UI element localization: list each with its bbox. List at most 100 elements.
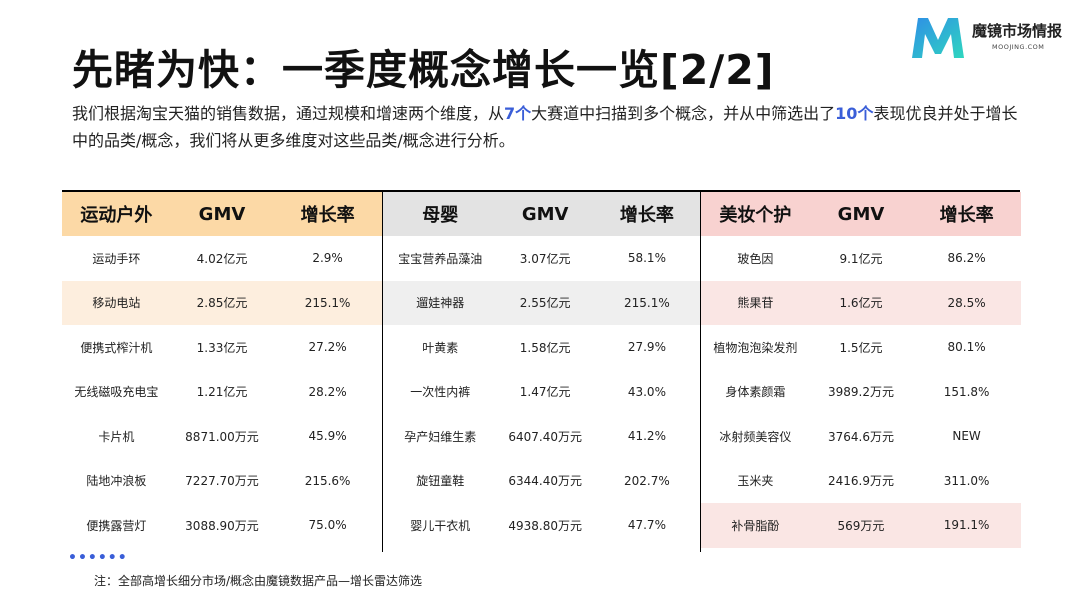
table-row-highlighted: 补骨脂酚 569万元 191.1% [701, 503, 1021, 548]
gmv-value: 6407.40万元 [508, 429, 582, 444]
growth-value: 58.1% [627, 251, 666, 266]
table-row: 便携露营灯 3088.90万元 75.0% [62, 503, 382, 548]
gmv-value: 3989.2万元 [827, 385, 894, 400]
concept-name: 玉米夹 [737, 474, 774, 489]
group-header: 运动户外 GMV 增长率 [62, 192, 382, 236]
table-row-highlighted: 遛娃神器 2.55亿元 215.1% [383, 280, 701, 325]
growth-value: 86.2% [947, 251, 986, 266]
growth-value: 45.9% [308, 429, 347, 444]
growth-value: 215.1% [624, 295, 670, 310]
logo-subtitle: MOOJING.COM [992, 43, 1045, 51]
growth-value: 41.2% [627, 429, 666, 444]
growth-value: 27.9% [627, 340, 666, 355]
category-header: 美妆个护 [719, 205, 792, 226]
moojing-logo: 魔镜市场情报 MOOJING.COM [908, 12, 1068, 64]
gmv-value: 9.1亿元 [839, 251, 883, 266]
description-highlight-2: 10个 [835, 104, 874, 123]
concept-name: 运动手环 [92, 251, 141, 266]
growth-value: 27.2% [308, 340, 347, 355]
gmv-value: 2416.9万元 [827, 474, 894, 489]
concept-name: 玻色因 [737, 251, 774, 266]
concept-name: 叶黄素 [422, 340, 459, 355]
growth-value: 215.6% [304, 473, 351, 488]
gmv-header: GMV [198, 203, 246, 225]
table-row: 旋钮童鞋 6344.40万元 202.7% [383, 459, 701, 504]
concept-name: 身体素颜霜 [725, 385, 786, 400]
table-row-highlighted: 熊果苷 1.6亿元 28.5% [701, 280, 1021, 325]
page-title: 先睹为快：一季度概念增长一览[2/2] [72, 46, 775, 94]
growth-value: 47.7% [627, 518, 666, 533]
table-row: 陆地冲浪板 7227.70万元 215.6% [62, 459, 382, 504]
growth-header: 增长率 [300, 205, 355, 226]
table-row: 冰射频美容仪 3764.6万元 NEW [701, 414, 1021, 459]
concept-name: 冰射频美容仪 [719, 429, 792, 444]
description-text: 我们根据淘宝天猫的销售数据，通过规模和增速两个维度，从7个大赛道中扫描到多个概念… [72, 100, 1022, 154]
table-row: 一次性内裤 1.47亿元 43.0% [383, 370, 701, 415]
concept-growth-table: 运动户外 GMV 增长率 运动手环 4.02亿元 2.9% 移动电站 2.85亿元 21… [62, 190, 1021, 554]
growth-value: 202.7% [624, 473, 670, 488]
concept-name: 旋钮童鞋 [416, 474, 465, 489]
growth-value: 311.0% [943, 473, 990, 488]
gmv-value: 569万元 [837, 518, 885, 533]
table-row: 身体素颜霜 3989.2万元 151.8% [701, 370, 1021, 415]
concept-name: 便携式榨汁机 [80, 340, 153, 355]
decorative-dots: •••••• [68, 550, 128, 566]
gmv-value: 4938.80万元 [508, 518, 582, 533]
category-header: 母婴 [422, 205, 459, 226]
table-row-highlighted: 移动电站 2.85亿元 215.1% [62, 280, 382, 325]
group-sports-outdoor: 运动户外 GMV 增长率 运动手环 4.02亿元 2.9% 移动电站 2.85亿元 21… [62, 192, 382, 552]
gmv-value: 1.58亿元 [519, 340, 571, 355]
gmv-value: 2.55亿元 [519, 296, 571, 311]
concept-name: 陆地冲浪板 [86, 474, 147, 489]
concept-name: 婴儿干衣机 [410, 518, 471, 533]
table-row: 玉米夹 2416.9万元 311.0% [701, 459, 1021, 504]
table-row: 宝宝营养品藻油 3.07亿元 58.1% [383, 236, 701, 281]
description-part1: 我们根据淘宝天猫的销售数据，通过规模和增速两个维度，从 [72, 104, 505, 123]
moojing-m-logo-icon [912, 18, 964, 58]
gmv-value: 1.33亿元 [196, 340, 248, 355]
growth-value: 2.9% [312, 251, 343, 266]
concept-name: 宝宝营养品藻油 [398, 251, 483, 266]
description-part3: 表现优良并处于增长中的品类/概念，我们将从更多维度对这些品类/概念进行分析。 [72, 104, 1018, 150]
concept-name: 无线磁吸充电宝 [74, 385, 159, 400]
concept-name: 卡片机 [98, 429, 135, 444]
concept-name: 孕产妇维生素 [404, 429, 477, 444]
gmv-header: GMV [837, 203, 885, 225]
gmv-value: 7227.70万元 [185, 474, 259, 489]
growth-value: 191.1% [943, 518, 990, 533]
gmv-value: 4.02亿元 [196, 251, 248, 266]
gmv-value: 8871.00万元 [185, 429, 259, 444]
gmv-header: GMV [521, 203, 569, 225]
group-beauty-care: 美妆个护 GMV 增长率 玻色因 9.1亿元 86.2% 熊果苷 1.6亿元 28.5%… [700, 192, 1021, 552]
concept-name: 补骨脂酚 [731, 518, 780, 533]
gmv-value: 1.5亿元 [839, 340, 883, 355]
description-part2: 大赛道中扫描到多个概念，并从中筛选出了 [531, 104, 836, 123]
growth-value: 215.1% [304, 295, 351, 310]
gmv-value: 3.07亿元 [519, 251, 571, 266]
table-row: 便携式榨汁机 1.33亿元 27.2% [62, 325, 382, 370]
gmv-value: 2.85亿元 [196, 296, 248, 311]
footnote: 注：全部高增长细分市场/概念由魔镜数据产品—增长雷达筛选 [94, 574, 423, 588]
gmv-value: 1.21亿元 [196, 385, 248, 400]
table-row: 叶黄素 1.58亿元 27.9% [383, 325, 701, 370]
concept-name: 遛娃神器 [416, 296, 465, 311]
group-mother-baby: 母婴 GMV 增长率 宝宝营养品藻油 3.07亿元 58.1% 遛娃神器 2.55亿元… [382, 192, 701, 552]
table-row: 植物泡泡染发剂 1.5亿元 80.1% [701, 325, 1021, 370]
table-row: 卡片机 8871.00万元 45.9% [62, 414, 382, 459]
growth-value: 151.8% [943, 384, 990, 399]
concept-name: 植物泡泡染发剂 [713, 340, 798, 355]
concept-name: 便携露营灯 [86, 518, 147, 533]
description-highlight-1: 7个 [504, 104, 532, 123]
growth-value: NEW [952, 429, 981, 444]
table-row: 运动手环 4.02亿元 2.9% [62, 236, 382, 281]
concept-name: 移动电站 [92, 296, 141, 311]
growth-value: 75.0% [308, 518, 347, 533]
growth-value: 43.0% [627, 384, 666, 399]
growth-header: 增长率 [619, 205, 674, 226]
gmv-value: 1.47亿元 [519, 385, 571, 400]
table-row: 无线磁吸充电宝 1.21亿元 28.2% [62, 370, 382, 415]
growth-header: 增长率 [939, 205, 994, 226]
logo-name: 魔镜市场情报 [972, 22, 1063, 40]
table-row: 玻色因 9.1亿元 86.2% [701, 236, 1021, 281]
concept-name: 一次性内裤 [410, 385, 471, 400]
